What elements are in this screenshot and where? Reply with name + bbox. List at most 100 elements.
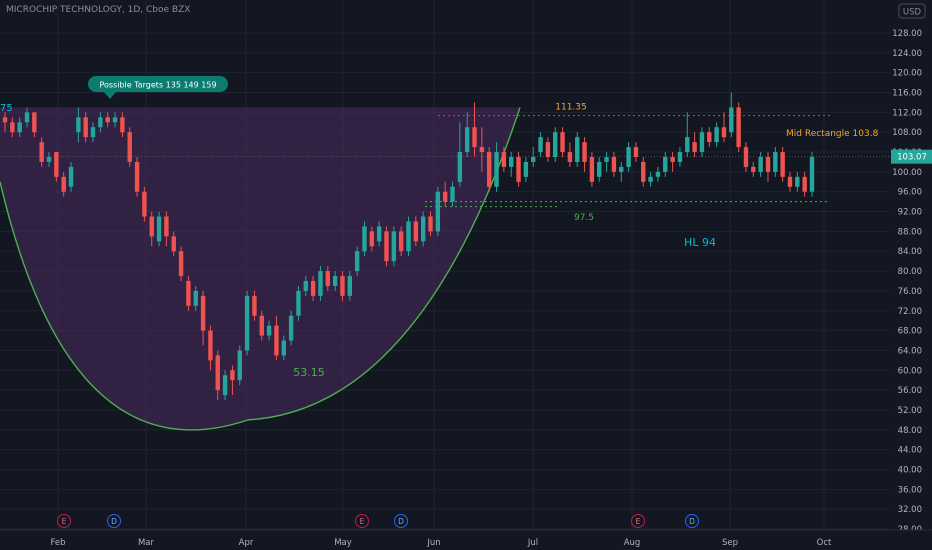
time-tick-label: May — [334, 538, 352, 548]
candle-body — [391, 231, 397, 262]
candle-body — [633, 147, 639, 157]
time-tick-label: Mar — [138, 538, 155, 548]
candle — [252, 290, 257, 321]
candle-body — [288, 315, 294, 341]
candle-body — [450, 186, 455, 202]
candle-body — [68, 166, 74, 187]
candle-body — [420, 216, 426, 242]
candle-body — [567, 152, 573, 162]
candle — [501, 147, 507, 172]
candle — [178, 246, 184, 281]
candle-body — [222, 375, 228, 396]
candle — [127, 127, 132, 167]
candle-body — [501, 152, 507, 167]
price-tick-label: 100.00 — [892, 168, 922, 178]
price-tick-label: 116.00 — [892, 89, 922, 99]
candle — [795, 171, 800, 192]
price-tick-label: 44.00 — [898, 446, 922, 456]
candle — [714, 122, 719, 148]
dividend-marker[interactable]: D — [685, 514, 699, 528]
earnings-marker[interactable]: E — [631, 514, 645, 528]
candle — [406, 216, 411, 257]
candle-body — [494, 152, 499, 187]
candle-body — [486, 152, 492, 187]
price-tick-label: 56.00 — [898, 386, 922, 396]
candle-body — [46, 157, 52, 162]
candle — [32, 112, 37, 138]
higher-low-label: HL 94 — [684, 236, 716, 249]
candle-body — [655, 171, 661, 177]
candle — [531, 147, 536, 167]
candle — [54, 152, 59, 182]
time-axis-background — [0, 530, 932, 550]
price-tick-label: 128.00 — [892, 29, 922, 39]
candle — [509, 152, 514, 177]
dividend-marker[interactable]: D — [107, 514, 121, 528]
candle — [648, 171, 653, 187]
candle-body — [619, 166, 624, 172]
event-marker-label: E — [62, 517, 67, 526]
candle-body — [193, 290, 198, 306]
candle-body — [39, 142, 44, 162]
candle-body — [692, 142, 697, 153]
targets-callout: Possible Targets 135 149 159 — [88, 76, 228, 99]
price-tick-label: 124.00 — [892, 49, 922, 59]
candle — [288, 310, 294, 346]
candle-body — [743, 147, 749, 167]
last-price-label: 103.07 — [897, 153, 927, 163]
candle-body — [442, 191, 448, 202]
candle-body — [582, 142, 587, 162]
event-marker-ring — [685, 514, 699, 528]
candle — [420, 211, 426, 247]
candle-body — [281, 340, 286, 356]
candle — [758, 152, 763, 177]
candle — [809, 152, 815, 197]
candle-body — [347, 276, 353, 296]
candle-body — [134, 161, 140, 192]
candle-body — [252, 295, 257, 316]
price-tick-label: 36.00 — [898, 485, 922, 495]
candle-body — [274, 325, 279, 356]
candle-body — [83, 117, 88, 138]
candle — [641, 157, 646, 187]
candle — [391, 226, 397, 267]
candle-body — [178, 251, 184, 277]
candle — [553, 127, 558, 162]
candle — [516, 152, 521, 187]
candle-body — [340, 276, 345, 296]
candle-body — [164, 216, 169, 237]
cup-curve — [0, 107, 521, 431]
candle-body — [787, 176, 793, 187]
candle — [24, 107, 30, 128]
price-tick-label: 40.00 — [898, 465, 922, 475]
price-tick-label: 120.00 — [892, 69, 922, 79]
earnings-marker[interactable]: E — [57, 514, 71, 528]
candle — [773, 147, 778, 177]
dividend-marker[interactable]: D — [394, 514, 408, 528]
candle-body — [398, 231, 404, 252]
candle — [560, 127, 565, 157]
candle — [10, 117, 15, 138]
candle — [376, 221, 382, 247]
candle-body — [303, 281, 308, 291]
candle-body — [677, 152, 683, 162]
candles — [2, 92, 815, 401]
candle-body — [318, 271, 323, 296]
earnings-marker[interactable]: E — [355, 514, 369, 528]
currency-badge[interactable]: USD — [898, 3, 926, 19]
candle — [83, 112, 88, 143]
candle-body — [406, 221, 411, 252]
candle — [677, 147, 683, 167]
candle-body — [98, 117, 103, 128]
price-tick-label: 96.00 — [898, 188, 922, 198]
event-marker-label: D — [111, 517, 117, 526]
price-tick-label: 72.00 — [898, 307, 922, 317]
candle — [464, 112, 470, 157]
price-tick-label: 112.00 — [892, 108, 922, 118]
candle-body — [611, 157, 617, 172]
candle-body — [156, 216, 162, 242]
candle-body — [215, 355, 220, 391]
candle-body — [24, 112, 30, 123]
